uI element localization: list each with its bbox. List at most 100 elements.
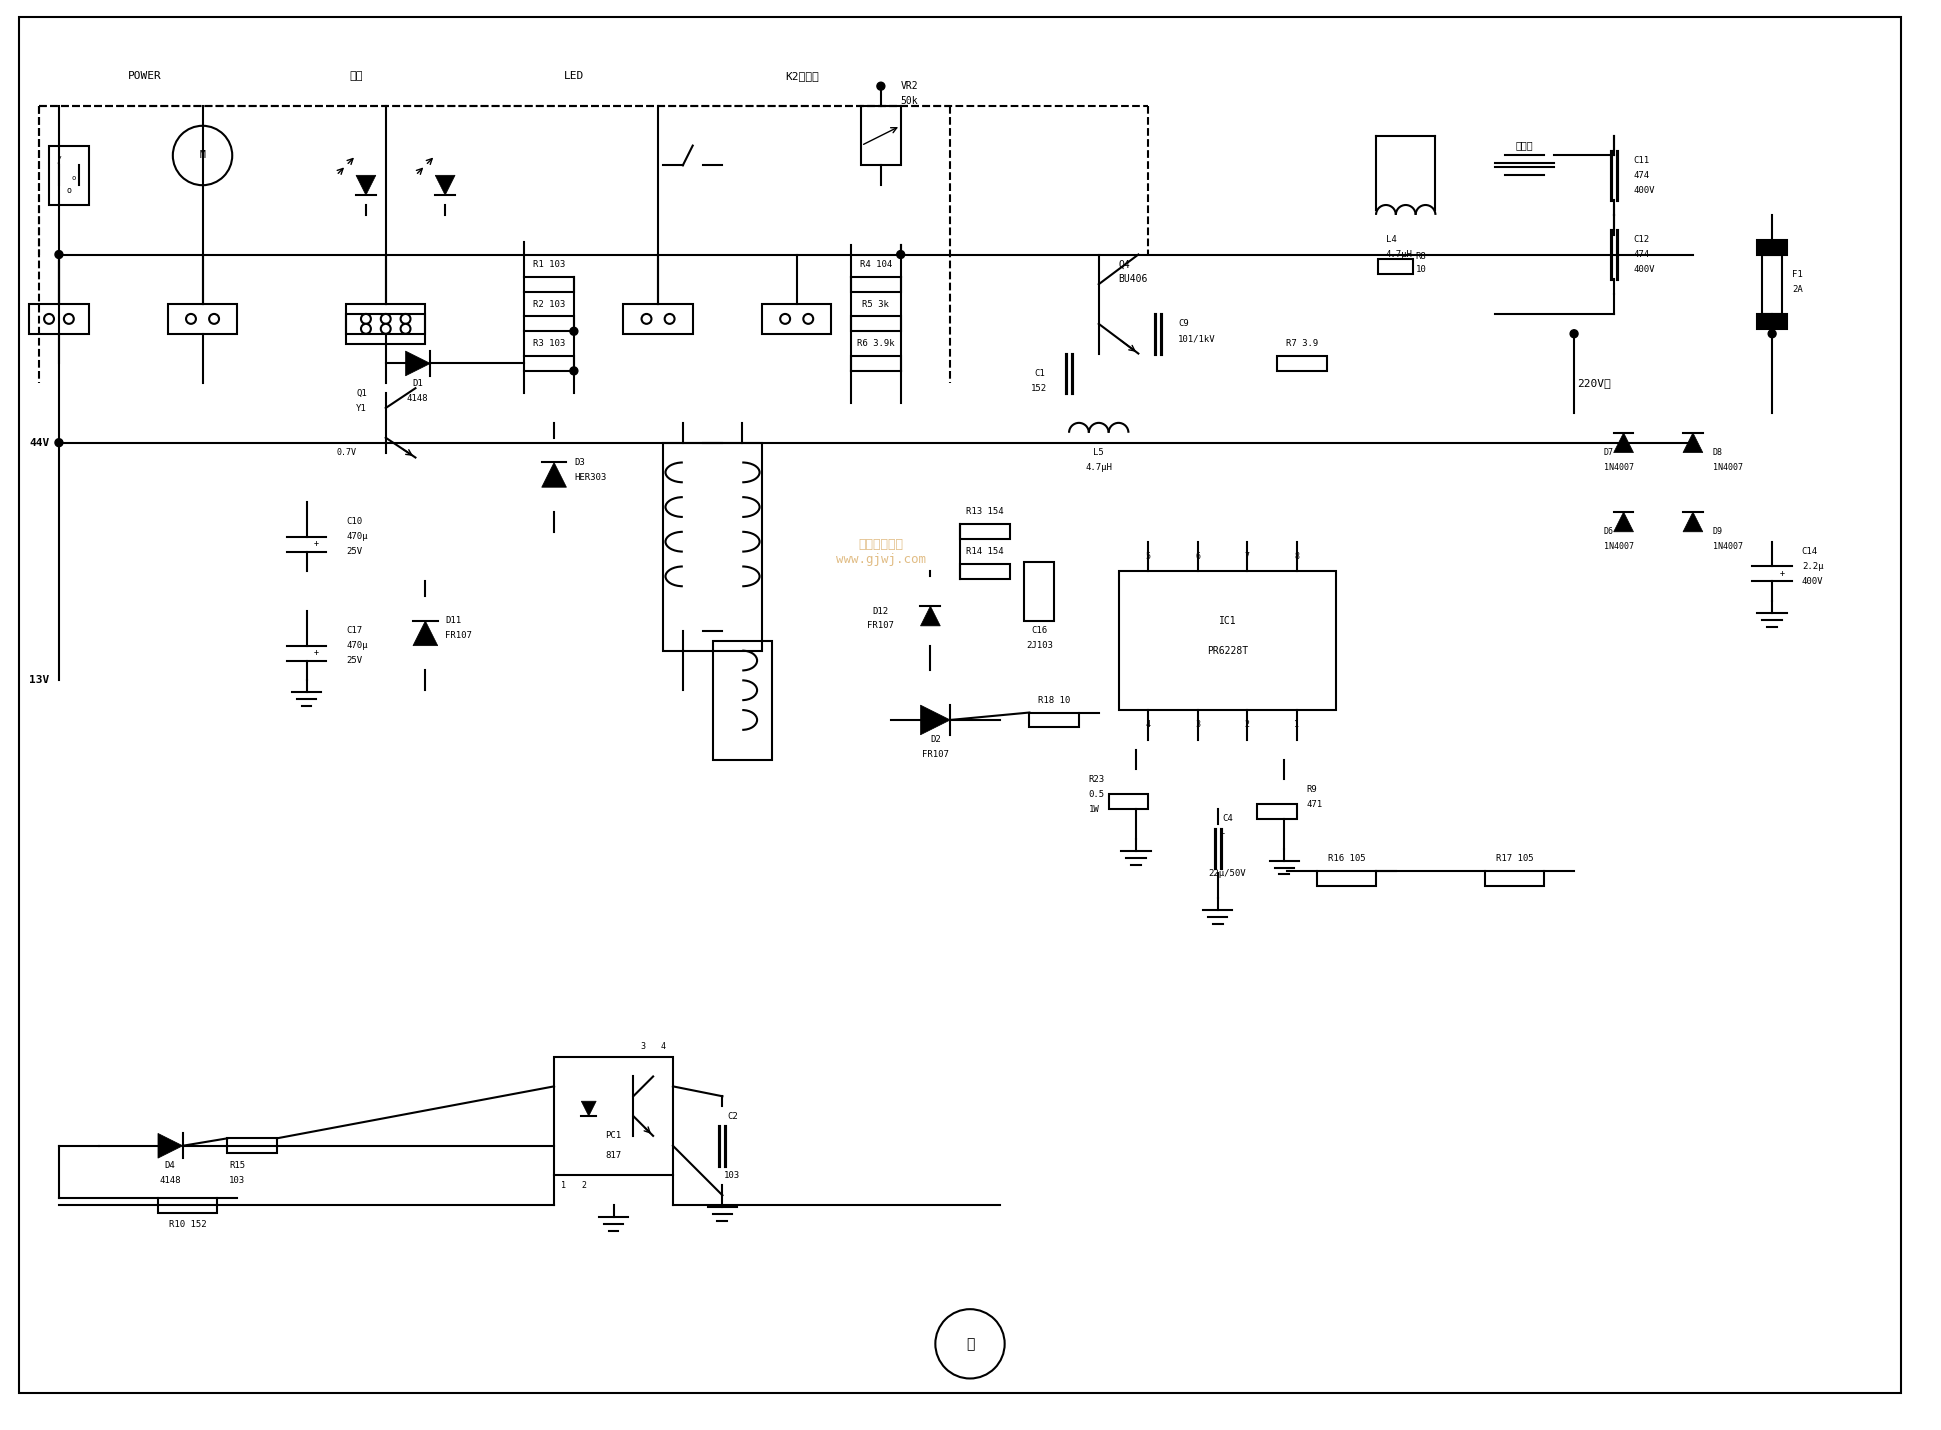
Text: 1N4007: 1N4007 (1712, 542, 1743, 551)
Text: R1 103: R1 103 (534, 260, 565, 269)
Bar (1378, 259, 1413, 275)
Text: 13V: 13V (29, 675, 49, 685)
Circle shape (380, 323, 390, 333)
Polygon shape (1613, 433, 1634, 452)
Text: R3 103: R3 103 (534, 339, 565, 347)
Bar (345, 315, 425, 343)
Text: R13 154: R13 154 (967, 508, 1003, 516)
Text: 25V: 25V (345, 656, 363, 665)
Text: 25V: 25V (345, 548, 363, 556)
Text: 44V: 44V (29, 438, 49, 448)
Text: 1: 1 (561, 1181, 567, 1190)
Text: D9: D9 (1712, 528, 1724, 536)
Polygon shape (580, 1101, 596, 1115)
Bar (49, 146, 89, 204)
Text: 2J103: 2J103 (1027, 641, 1052, 651)
Text: +: + (314, 539, 318, 548)
Text: R6 3.9k: R6 3.9k (858, 339, 895, 347)
Text: R15: R15 (229, 1161, 245, 1170)
Text: 4: 4 (660, 1042, 666, 1051)
Text: C10: C10 (345, 518, 363, 526)
Text: 101/1kV: 101/1kV (1178, 335, 1215, 343)
Bar (1757, 240, 1788, 255)
Text: +: + (314, 648, 318, 658)
Text: C9: C9 (1178, 319, 1188, 329)
Bar (852, 277, 901, 292)
Text: 471: 471 (1306, 799, 1324, 808)
Text: +: + (1780, 569, 1784, 578)
Circle shape (210, 315, 219, 323)
Bar (1316, 871, 1376, 885)
Text: R16 105: R16 105 (1328, 854, 1365, 864)
Text: 817: 817 (606, 1151, 621, 1160)
Circle shape (897, 250, 905, 259)
Text: 2A: 2A (1792, 285, 1803, 293)
Text: FR107: FR107 (922, 751, 949, 759)
Bar (1762, 255, 1782, 315)
Text: L4: L4 (1386, 235, 1398, 245)
Bar (763, 305, 831, 333)
Bar (1029, 712, 1079, 728)
Text: D4: D4 (165, 1161, 175, 1170)
Bar (1485, 871, 1545, 885)
Text: C16: C16 (1031, 626, 1048, 635)
Text: C1: C1 (1035, 369, 1044, 378)
Text: 103: 103 (229, 1175, 245, 1185)
Polygon shape (1613, 512, 1634, 532)
Polygon shape (157, 1134, 182, 1158)
Text: 风扇: 风扇 (349, 72, 363, 82)
Polygon shape (413, 621, 439, 646)
Text: 雾化片: 雾化片 (1516, 140, 1533, 150)
Bar (227, 1138, 278, 1153)
Text: 22μ/50V: 22μ/50V (1209, 869, 1246, 878)
Polygon shape (1683, 433, 1702, 452)
Circle shape (571, 327, 578, 335)
Text: 474: 474 (1634, 250, 1650, 259)
Circle shape (877, 82, 885, 90)
Text: /: / (56, 156, 62, 164)
Polygon shape (1683, 512, 1702, 532)
Text: R5 3k: R5 3k (862, 299, 889, 309)
Text: D7: D7 (1603, 448, 1613, 458)
Text: 470μ: 470μ (345, 641, 367, 651)
Bar (1277, 356, 1326, 370)
Text: R4 104: R4 104 (860, 260, 893, 269)
Text: IC1: IC1 (1219, 616, 1236, 626)
Bar (1025, 562, 1054, 621)
Circle shape (1570, 330, 1578, 337)
Bar (623, 305, 693, 333)
Bar (524, 356, 575, 370)
Text: Y1: Y1 (355, 403, 367, 412)
Text: 6: 6 (1196, 552, 1200, 561)
Text: R10 152: R10 152 (169, 1220, 206, 1230)
Text: C11: C11 (1634, 156, 1650, 164)
Text: 400V: 400V (1801, 576, 1823, 586)
Text: 474: 474 (1634, 170, 1650, 180)
Text: 1W: 1W (1089, 805, 1101, 814)
Circle shape (664, 315, 675, 323)
Bar (664, 443, 763, 651)
Text: PC1: PC1 (606, 1131, 621, 1140)
Bar (852, 356, 901, 370)
Text: D8: D8 (1712, 448, 1724, 458)
Text: BU406: BU406 (1118, 275, 1147, 285)
Bar (852, 316, 901, 332)
Text: R18 10: R18 10 (1038, 695, 1069, 705)
Circle shape (361, 315, 371, 323)
Text: R14 154: R14 154 (967, 548, 1003, 556)
Text: 400V: 400V (1634, 186, 1656, 194)
Text: 1N4007: 1N4007 (1712, 463, 1743, 472)
Text: R8: R8 (1415, 253, 1427, 262)
Text: F1: F1 (1792, 270, 1803, 279)
Text: 3: 3 (1196, 721, 1200, 729)
Circle shape (54, 439, 62, 446)
Text: 精通维修下载
www.gjwj.com: 精通维修下载 www.gjwj.com (837, 538, 926, 566)
Text: K2干笧管: K2干笧管 (784, 72, 819, 82)
Polygon shape (406, 352, 431, 376)
Text: 4: 4 (1145, 721, 1151, 729)
Text: D2: D2 (930, 735, 941, 744)
Text: 5: 5 (1145, 552, 1151, 561)
Text: POWER: POWER (128, 72, 161, 82)
Text: LED: LED (563, 72, 584, 82)
Text: 4148: 4148 (159, 1175, 181, 1185)
